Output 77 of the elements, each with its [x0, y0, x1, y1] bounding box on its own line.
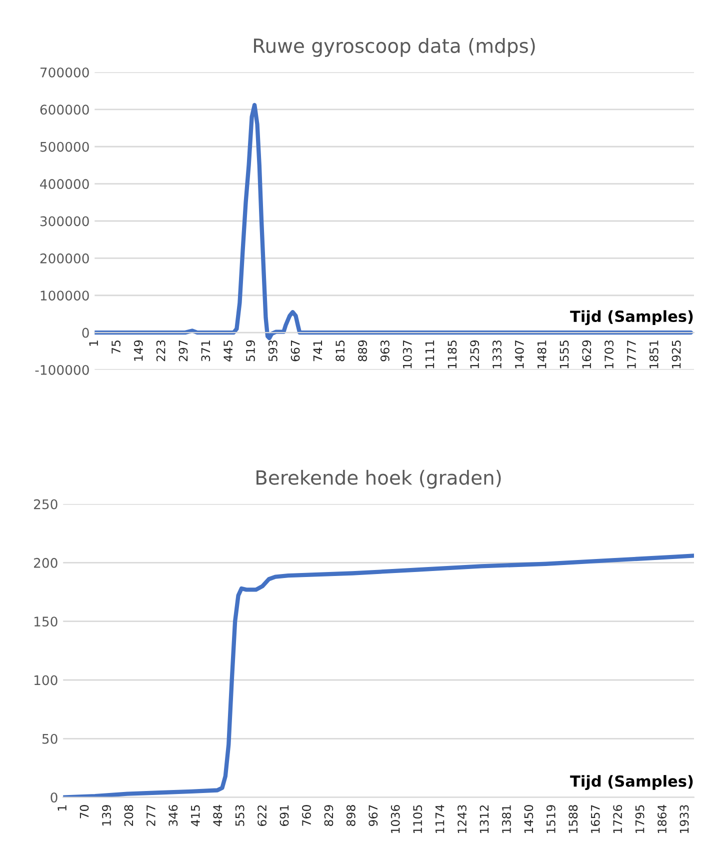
x-tick-label: 371	[201, 340, 210, 362]
x-tick-label: 1	[89, 340, 98, 346]
x-tick-label: 1481	[537, 340, 546, 368]
y-tick-label: 50	[42, 734, 58, 744]
x-tick-label: 1726	[613, 804, 622, 833]
x-tick-label: 1629	[582, 340, 592, 368]
x-tick-label: 75	[112, 340, 120, 354]
x-tick-label: 1851	[649, 340, 658, 368]
x-tick-label: 622	[258, 805, 267, 826]
x-tick-label: 519	[246, 340, 255, 362]
y-tick-label: 100	[34, 675, 58, 686]
y-tick-label: 250	[34, 499, 58, 510]
x-tick-label: 1381	[502, 805, 511, 833]
x-tick-label: 829	[324, 805, 334, 826]
x-tick-label: 1657	[590, 805, 600, 833]
x-tick-label: 691	[280, 805, 289, 826]
x-tick-label: 967	[368, 805, 378, 826]
x-tick-label: 1795	[635, 805, 644, 833]
x-tick-label: 346	[168, 804, 178, 826]
x-tick-label: 1450	[524, 805, 534, 833]
x-tick-label: 1	[58, 805, 66, 810]
x-tick-label: 139	[102, 805, 111, 826]
x-tick-label: 1777	[627, 340, 636, 368]
y-tick-label: 600000	[40, 104, 89, 115]
x-tick-label: 1105	[413, 805, 422, 833]
y-tick-label: -100000	[35, 364, 89, 375]
x-tick-label: 1703	[604, 340, 614, 368]
x-tick-label: 149	[134, 340, 143, 361]
x-tick-label: 415	[191, 805, 200, 826]
x-tick-label: 1925	[672, 340, 681, 368]
x-tick-label: 1174	[436, 804, 444, 833]
x-tick-label: 593	[268, 340, 278, 362]
x-tick-label: 223	[156, 340, 166, 362]
x-tick-label: 1037	[402, 340, 412, 368]
y-tick-label: 700000	[40, 67, 89, 78]
x-tick-label: 1036	[390, 804, 400, 833]
x-axis-title: Tijd (Samples)	[570, 310, 693, 326]
x-axis-title: Tijd (Samples)	[570, 775, 693, 790]
x-tick-label: 208	[124, 805, 134, 826]
x-tick-label: 1588	[568, 805, 578, 833]
x-tick-label: 889	[358, 340, 367, 362]
x-tick-label: 1333	[492, 340, 502, 368]
y-tick-label: 400000	[40, 179, 89, 190]
x-tick-label: 741	[313, 340, 322, 362]
x-tick-label: 297	[178, 340, 188, 362]
x-tick-label: 963	[380, 340, 390, 362]
y-tick-label: 0	[82, 328, 89, 338]
x-tick-label: 1864	[658, 804, 666, 833]
y-tick-label: 200000	[40, 253, 89, 264]
x-tick-label: 1407	[514, 340, 524, 368]
x-tick-label: 815	[336, 340, 345, 362]
x-tick-label: 484	[213, 804, 222, 826]
chart-title: Berekende hoek (graden)	[256, 470, 501, 489]
x-tick-label: 1185	[448, 340, 457, 368]
line-series	[94, 102, 694, 340]
y-tick-label: 300000	[40, 216, 89, 226]
x-tick-label: 445	[224, 340, 233, 362]
x-tick-label: 277	[146, 805, 156, 826]
y-tick-label: 200	[34, 558, 58, 568]
y-tick-label: 150	[34, 616, 58, 627]
x-tick-label: 1111	[425, 340, 434, 368]
chart-title: Ruwe gyroscoop data (mdps)	[254, 38, 535, 57]
x-tick-label: 667	[290, 340, 300, 362]
x-tick-label: 1555	[560, 340, 569, 368]
x-tick-label: 1312	[480, 805, 489, 833]
x-tick-label: 1243	[458, 805, 467, 833]
x-tick-label: 898	[346, 805, 356, 826]
y-tick-label: 500000	[40, 142, 89, 152]
x-tick-label: 1259	[470, 340, 480, 368]
line-series	[63, 554, 694, 798]
x-tick-label: 70	[80, 805, 89, 818]
x-tick-label: 760	[302, 805, 311, 826]
y-tick-label: 0	[50, 792, 58, 802]
x-tick-label: 1933	[680, 805, 689, 833]
y-tick-label: 100000	[40, 290, 89, 301]
x-tick-label: 1519	[546, 805, 556, 833]
x-tick-label: 553	[235, 805, 244, 826]
